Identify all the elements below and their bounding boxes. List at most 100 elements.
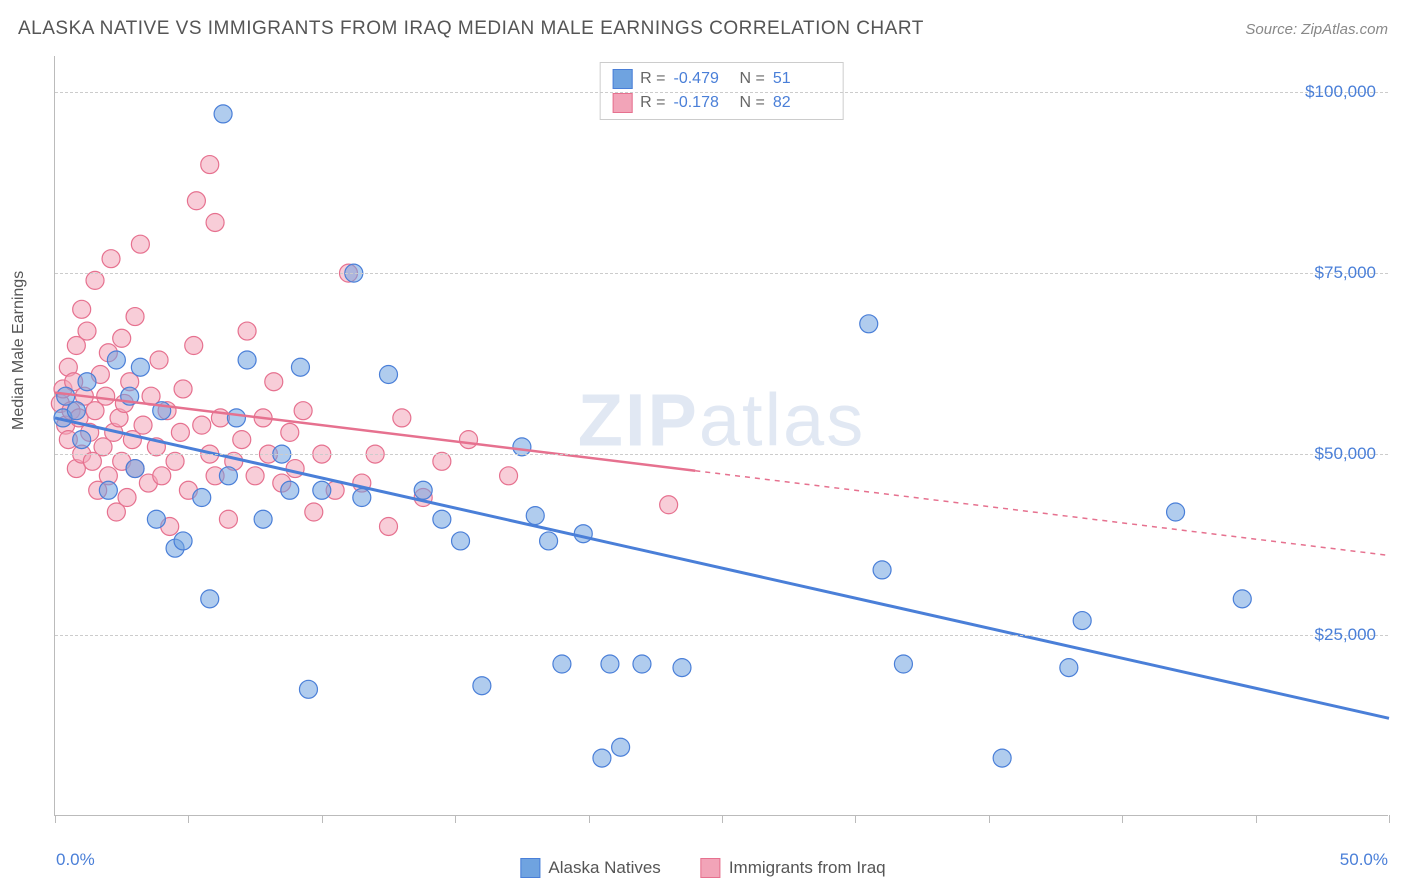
r-value: -0.479 (674, 70, 732, 88)
gridline (55, 454, 1388, 455)
x-tick (1256, 815, 1257, 823)
data-point (219, 467, 237, 485)
data-point (593, 749, 611, 767)
y-axis-label: Median Male Earnings (10, 271, 28, 430)
source-name: ZipAtlas.com (1301, 21, 1388, 38)
data-point (238, 322, 256, 340)
data-point (78, 322, 96, 340)
data-point (601, 655, 619, 673)
data-point (540, 532, 558, 550)
data-point (353, 489, 371, 507)
y-tick-label: $75,000 (1315, 263, 1376, 283)
data-point (73, 431, 91, 449)
x-tick (1389, 815, 1390, 823)
data-point (171, 423, 189, 441)
data-point (107, 351, 125, 369)
data-point (1060, 659, 1078, 677)
x-tick (455, 815, 456, 823)
data-point (574, 525, 592, 543)
r-label: R = (640, 70, 665, 88)
x-axis-max-label: 50.0% (1340, 850, 1388, 870)
n-value: 82 (773, 94, 831, 112)
y-tick-label: $25,000 (1315, 625, 1376, 645)
x-tick (1122, 815, 1123, 823)
data-point (673, 659, 691, 677)
source-credit: Source: ZipAtlas.com (1245, 21, 1388, 38)
data-point (153, 467, 171, 485)
data-point (150, 351, 168, 369)
data-point (414, 481, 432, 499)
legend-swatch (612, 69, 632, 89)
data-point (313, 481, 331, 499)
data-point (233, 431, 251, 449)
data-point (393, 409, 411, 427)
data-point (1073, 612, 1091, 630)
data-point (206, 213, 224, 231)
legend-item: Alaska Natives (520, 858, 660, 878)
x-tick (55, 815, 56, 823)
data-point (97, 387, 115, 405)
data-point (118, 489, 136, 507)
correlation-legend-row: R =-0.178N =82 (612, 91, 831, 115)
x-tick (322, 815, 323, 823)
y-tick-label: $100,000 (1305, 82, 1376, 102)
data-point (174, 380, 192, 398)
x-tick (855, 815, 856, 823)
x-tick (589, 815, 590, 823)
regression-line-dashed (695, 471, 1389, 556)
data-point (134, 416, 152, 434)
data-point (219, 510, 237, 528)
data-point (193, 416, 211, 434)
data-point (246, 467, 264, 485)
data-point (291, 358, 309, 376)
data-point (873, 561, 891, 579)
r-label: R = (640, 94, 665, 112)
x-tick (188, 815, 189, 823)
data-point (473, 677, 491, 695)
legend-swatch (612, 93, 632, 113)
data-point (185, 337, 203, 355)
data-point (526, 507, 544, 525)
data-point (305, 503, 323, 521)
correlation-legend-row: R =-0.479N =51 (612, 67, 831, 91)
plot-area: ZIPatlas R =-0.479N =51R =-0.178N =82 $2… (54, 56, 1388, 816)
data-point (553, 655, 571, 673)
n-label: N = (740, 94, 765, 112)
data-point (380, 365, 398, 383)
data-point (633, 655, 651, 673)
data-point (1167, 503, 1185, 521)
data-point (214, 105, 232, 123)
data-point (860, 315, 878, 333)
data-point (113, 329, 131, 347)
data-point (147, 510, 165, 528)
legend-swatch (520, 858, 540, 878)
source-prefix: Source: (1245, 21, 1301, 38)
data-point (201, 156, 219, 174)
data-point (294, 402, 312, 420)
data-point (993, 749, 1011, 767)
data-point (500, 467, 518, 485)
data-point (73, 300, 91, 318)
gridline (55, 635, 1388, 636)
data-point (201, 590, 219, 608)
data-point (1233, 590, 1251, 608)
gridline (55, 273, 1388, 274)
data-point (380, 517, 398, 535)
data-point (67, 402, 85, 420)
legend-swatch (701, 858, 721, 878)
data-point (174, 532, 192, 550)
chart-header: ALASKA NATIVE VS IMMIGRANTS FROM IRAQ ME… (18, 18, 1388, 40)
data-point (254, 510, 272, 528)
x-tick (722, 815, 723, 823)
data-point (452, 532, 470, 550)
n-value: 51 (773, 70, 831, 88)
chart-title: ALASKA NATIVE VS IMMIGRANTS FROM IRAQ ME… (18, 18, 924, 40)
y-tick-label: $50,000 (1315, 444, 1376, 464)
chart-svg (55, 56, 1388, 815)
data-point (102, 250, 120, 268)
data-point (660, 496, 678, 514)
x-tick (989, 815, 990, 823)
data-point (187, 192, 205, 210)
regression-line (55, 418, 1389, 718)
data-point (894, 655, 912, 673)
